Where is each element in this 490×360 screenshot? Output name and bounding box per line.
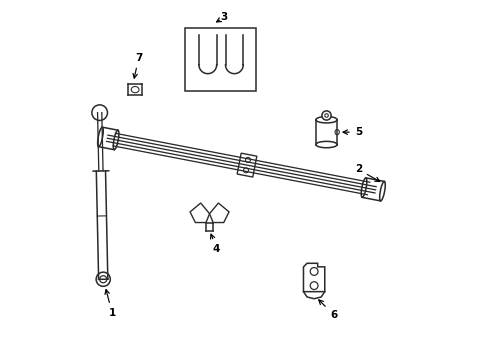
Circle shape: [96, 272, 110, 286]
Circle shape: [92, 105, 107, 121]
Circle shape: [322, 111, 331, 120]
Text: 2: 2: [355, 165, 380, 181]
Bar: [185, 28, 256, 91]
Ellipse shape: [113, 130, 119, 150]
Polygon shape: [303, 263, 325, 292]
Circle shape: [310, 282, 318, 289]
Ellipse shape: [335, 130, 339, 135]
Ellipse shape: [361, 178, 367, 197]
Text: 7: 7: [133, 53, 143, 78]
Ellipse shape: [316, 117, 337, 123]
Text: 1: 1: [105, 289, 116, 318]
Text: 6: 6: [319, 300, 337, 320]
Polygon shape: [190, 203, 210, 222]
Ellipse shape: [380, 181, 385, 201]
Text: 5: 5: [343, 127, 362, 137]
Polygon shape: [210, 203, 229, 222]
Text: 4: 4: [211, 234, 220, 254]
Circle shape: [310, 267, 318, 275]
Polygon shape: [237, 153, 257, 177]
Ellipse shape: [316, 141, 337, 148]
Text: 3: 3: [220, 12, 227, 22]
Ellipse shape: [98, 127, 103, 147]
